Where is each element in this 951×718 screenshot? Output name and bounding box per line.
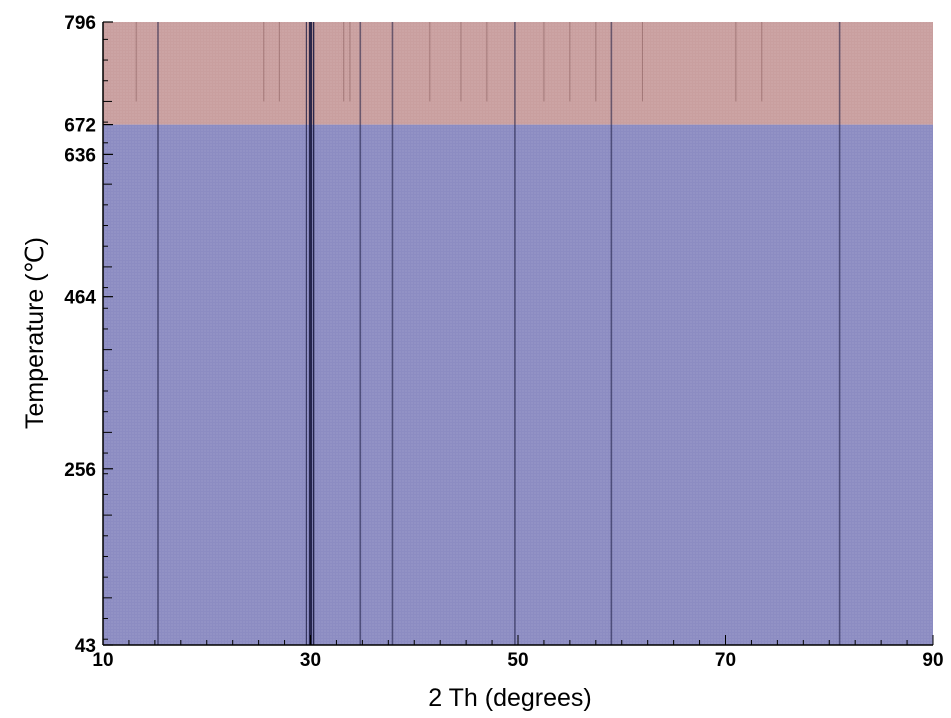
y-tick-label: 796 xyxy=(64,13,96,34)
y-tick-label: 256 xyxy=(64,460,96,481)
plot-area xyxy=(103,22,933,646)
y-tick-label: 464 xyxy=(64,288,96,309)
y-tick-label: 43 xyxy=(75,636,96,657)
heatmap-region-texture xyxy=(103,22,933,125)
y-tick-label: 672 xyxy=(64,116,96,137)
x-tick-label: 10 xyxy=(92,650,113,671)
x-tick-label: 50 xyxy=(507,650,528,671)
x-axis-title: 2 Th (degrees) xyxy=(428,684,592,712)
x-tick-label: 90 xyxy=(922,650,943,671)
heatmap-region-texture xyxy=(103,124,933,646)
x-axis-ticks: 10 30 50 70 90 xyxy=(92,635,944,671)
x-tick-label: 70 xyxy=(715,650,736,671)
y-axis-title: Temperature (℃) xyxy=(21,237,49,429)
y-tick-label: 636 xyxy=(64,145,96,166)
x-tick-label: 30 xyxy=(300,650,321,671)
diffraction-lines xyxy=(135,22,841,645)
y-axis-ticks: 43 256 464 636 672 796 xyxy=(64,13,113,657)
